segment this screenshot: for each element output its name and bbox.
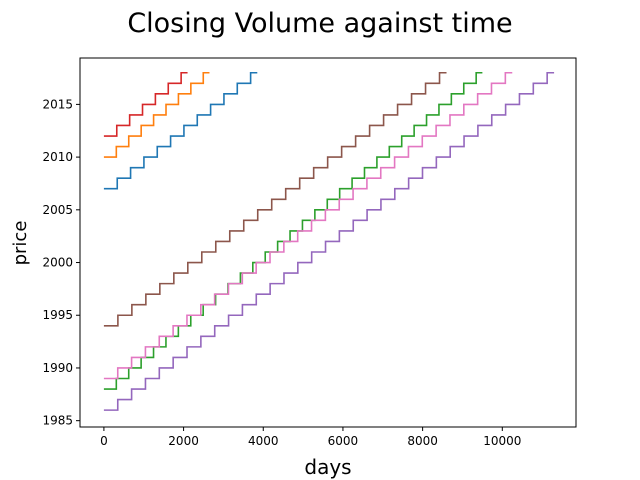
series-line-3 [103, 71, 258, 190]
y-tick-label: 2010 [42, 150, 73, 164]
x-axis-label: days [304, 455, 351, 479]
y-tick-label: 2005 [42, 203, 73, 217]
x-tick-label: 4000 [248, 434, 279, 448]
y-tick-label: 2000 [42, 256, 73, 270]
y-axis-ticks: 1985 1990 1995 2000 2005 2010 2015 [42, 97, 80, 428]
series-line-6 [103, 71, 513, 380]
series-layer [103, 71, 555, 411]
y-tick-label: 1990 [42, 361, 73, 375]
series-line-7 [103, 71, 555, 411]
x-tick-label: 10000 [483, 434, 521, 448]
x-tick-label: 6000 [328, 434, 359, 448]
series-line-4 [103, 71, 447, 327]
series-line-2 [103, 71, 210, 158]
y-axis-label: price [10, 221, 31, 266]
x-tick-label: 8000 [407, 434, 438, 448]
y-tick-label: 2015 [42, 97, 73, 111]
chart-title: Closing Volume against time [127, 8, 512, 39]
plot-frame [79, 57, 577, 428]
y-tick-label: 1985 [42, 414, 73, 428]
series-line-5 [103, 71, 483, 390]
x-tick-label: 2000 [168, 434, 199, 448]
y-tick-label: 1995 [42, 308, 73, 322]
x-axis-ticks: 0 2000 4000 6000 8000 10000 [100, 427, 521, 448]
x-tick-label: 0 [100, 434, 108, 448]
series-line-1 [103, 71, 188, 137]
